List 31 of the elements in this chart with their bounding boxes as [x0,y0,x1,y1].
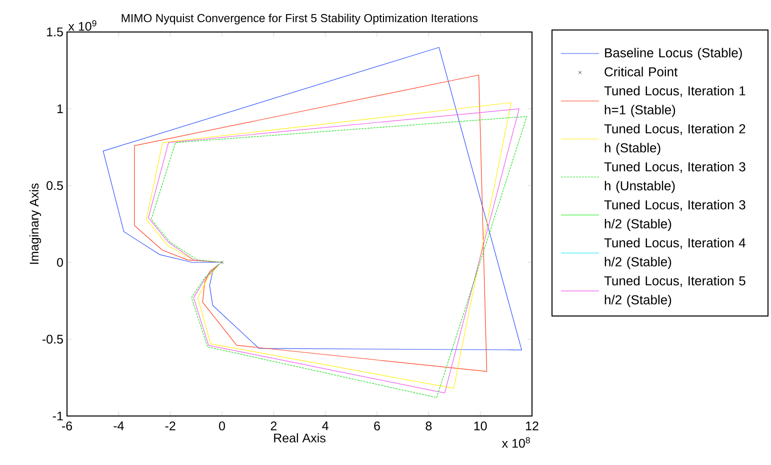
legend-label: Tuned Locus, Iteration 3 h (Unstable) [604,162,746,193]
chart-title: MIMO Nyquist Convergence for First 5 Stability Optimization Iterations [122,14,478,24]
y-axis-title: Imaginary Axis [29,183,42,264]
legend-label: Baseline Locus (Stable) [605,48,742,60]
x-tick-label: -4 [114,422,124,430]
text: x 10$^{8}$ [502,437,530,448]
legend-label: Tuned Locus, Iteration 5 h/2 (Stable) [604,276,746,307]
legend-label: Tuned Locus, Iteration 3 h/2 (Stable) [604,200,746,231]
x-tick-label: 10 [474,422,487,430]
y-tick-label: 0 [57,258,63,267]
x-tick-label: 0 [219,422,225,430]
legend-label: Tuned Locus, Iteration 4 h/2 (Stable) [604,238,746,269]
line-series [102,47,522,350]
x-tick-label: 8 [426,422,432,430]
legend-label: Critical Point [604,66,678,76]
x-tick-label: 6 [374,422,380,430]
x-axis-title: Real Axis [274,433,326,442]
x-tick-label: -6 [62,422,72,430]
y-tick-label: 1 [57,104,63,114]
x-tick-label: 2 [270,422,277,430]
y-tick-label: 1.5 [47,28,63,36]
y-tick-label: 0.5 [46,181,63,190]
x-tick-label: 4 [322,422,328,430]
legend-label: Tuned Locus, Iteration 2 h (Stable) [604,124,746,155]
x-tick-label: -2 [165,422,176,430]
y-tick-label: -1 [52,412,63,420]
text: x 10$^{9}$ [68,20,96,31]
legend-label: Tuned Locus, Iteration 1 h=1 (Stable) [604,86,746,117]
line-series [134,74,488,372]
x-tick-label: 12 [526,422,538,430]
y-tick-label: -0.5 [42,334,63,344]
